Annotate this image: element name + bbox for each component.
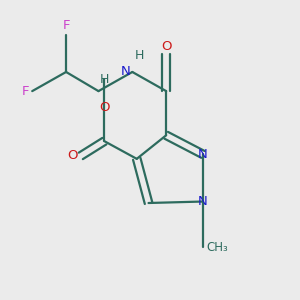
Text: N: N [198,195,208,208]
Text: N: N [121,65,131,79]
Text: CH₃: CH₃ [206,241,228,254]
Text: H: H [135,49,144,62]
Text: H: H [100,73,109,86]
Text: F: F [62,19,70,32]
Text: F: F [22,85,29,98]
Text: O: O [67,149,77,162]
Text: O: O [99,101,110,114]
Text: O: O [161,40,171,53]
Text: N: N [198,148,208,161]
